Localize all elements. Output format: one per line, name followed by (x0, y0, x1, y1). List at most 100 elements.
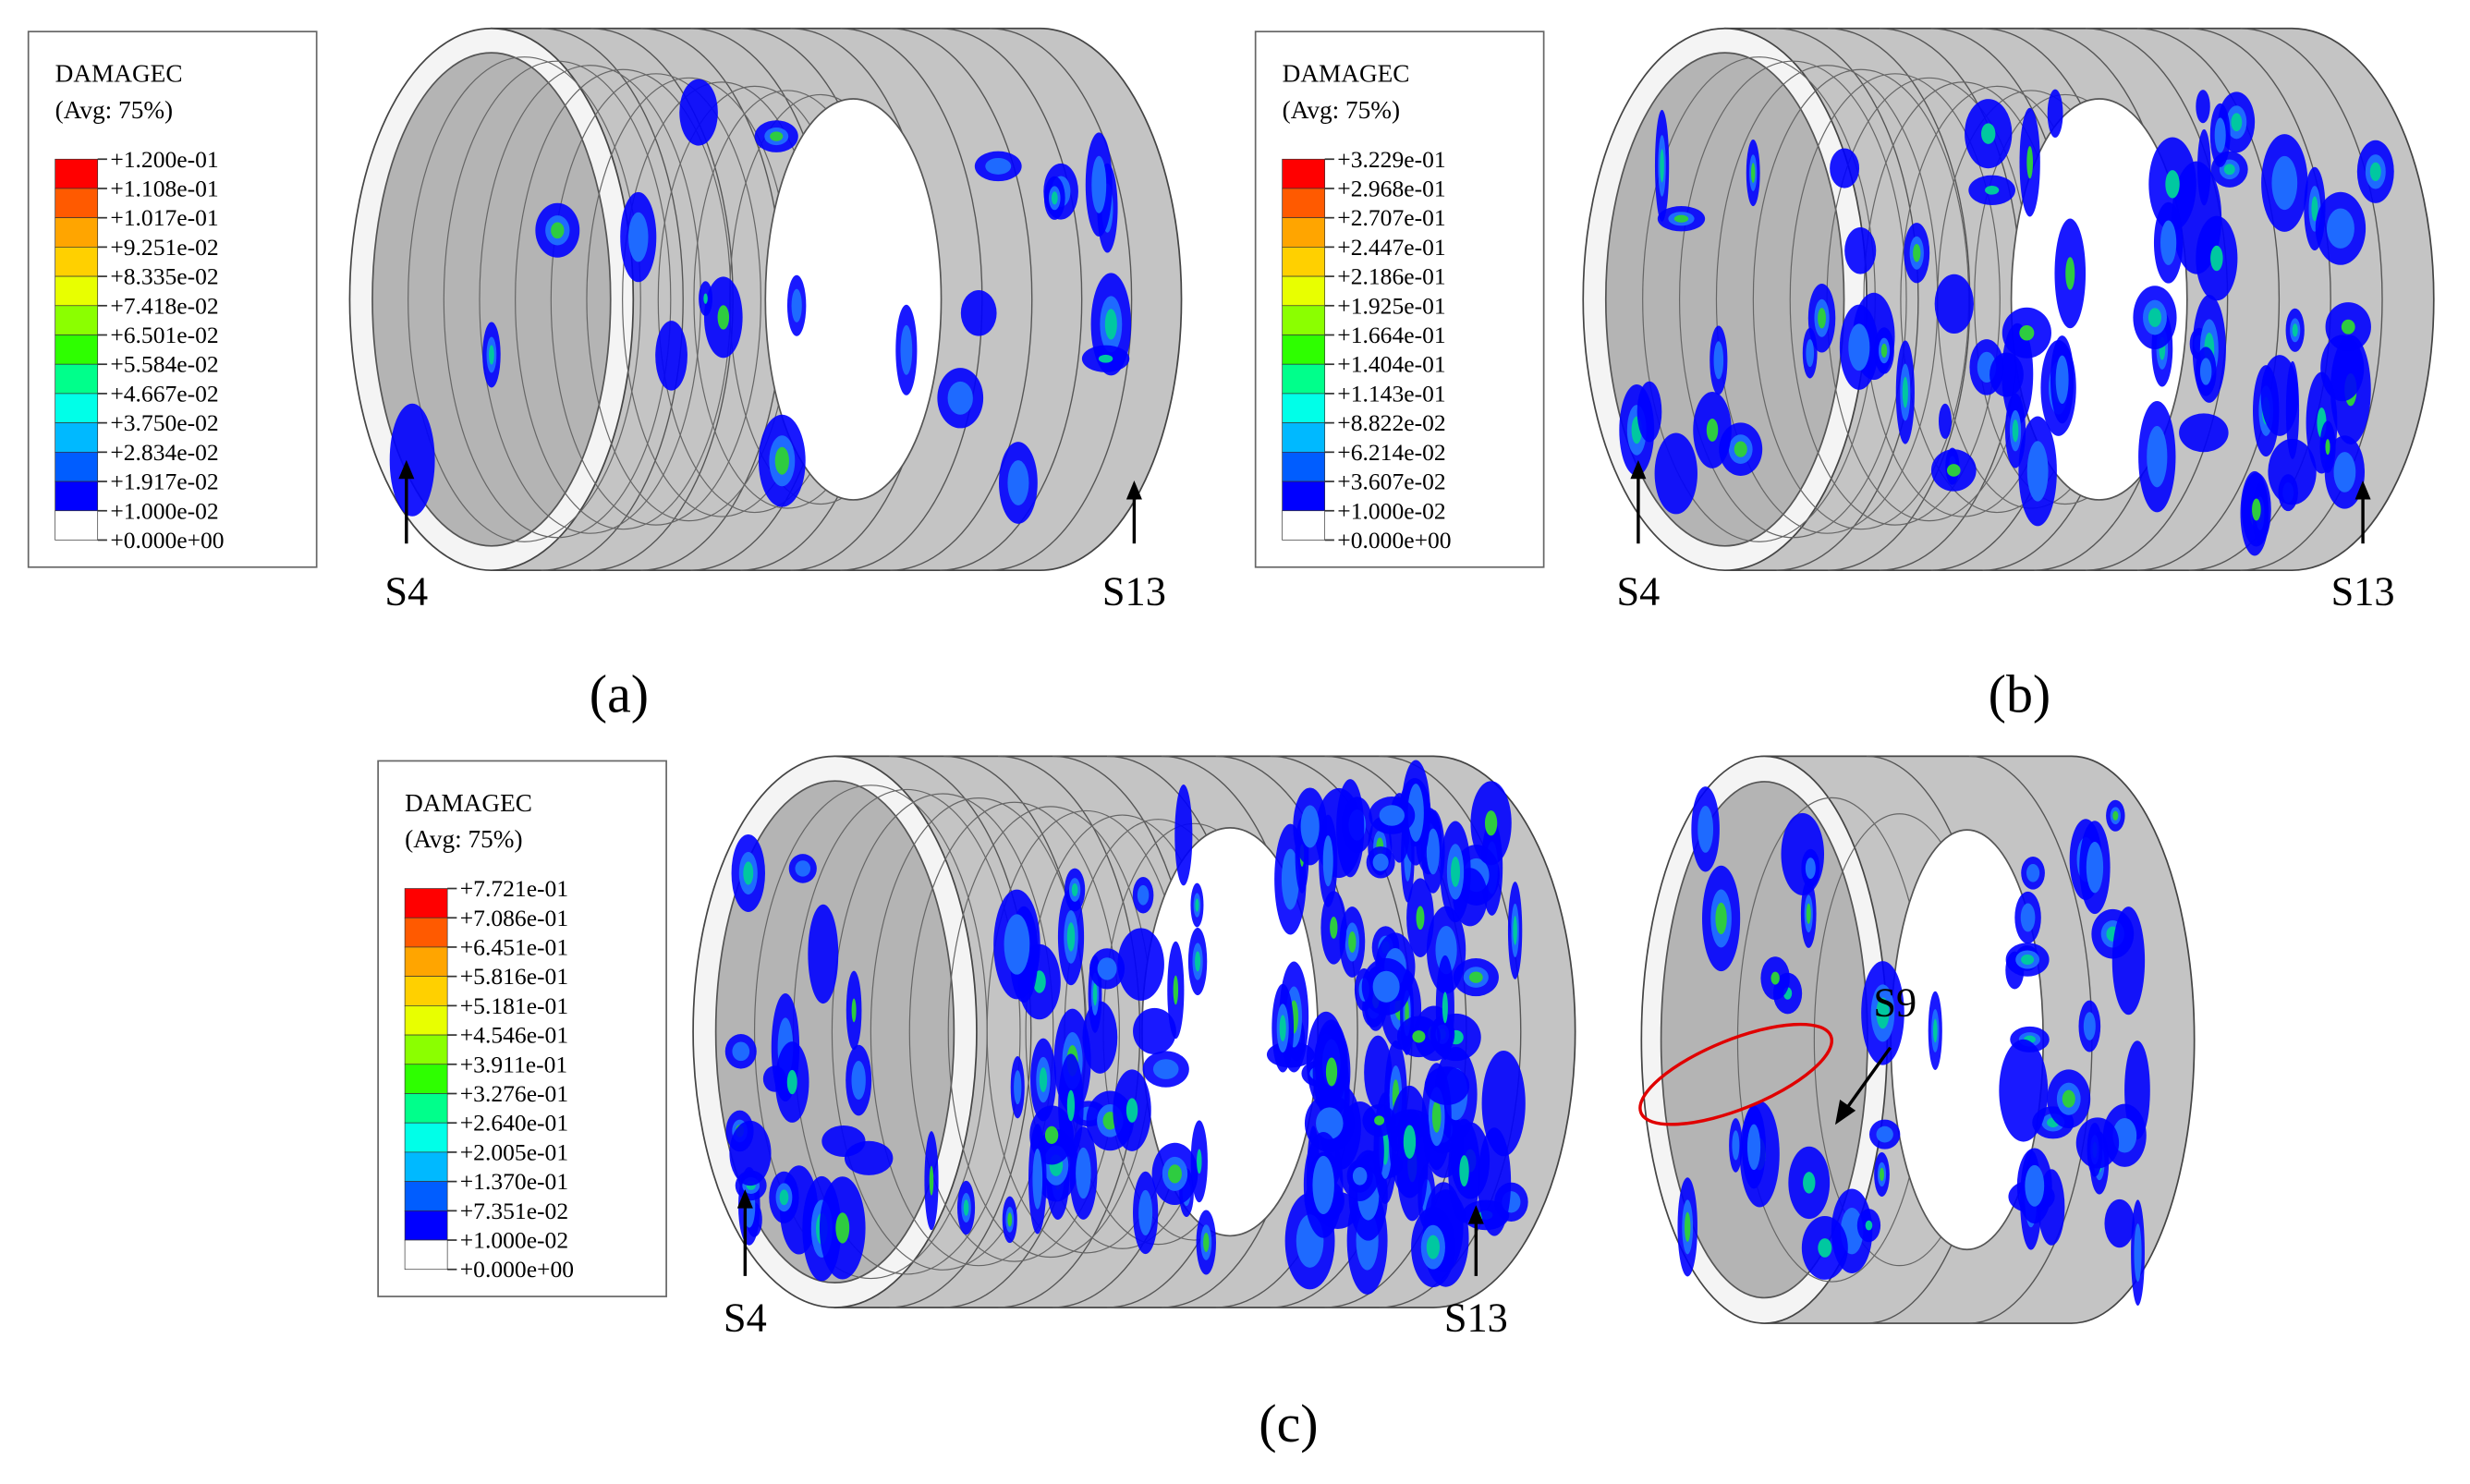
legend-band (404, 888, 448, 918)
legend-label: +0.000e+00 (110, 527, 224, 553)
damage-blob (1803, 1172, 1816, 1194)
legend-band (404, 1151, 448, 1182)
damage-blob (947, 381, 973, 415)
damage-blob (2210, 245, 2223, 272)
interior (371, 52, 612, 547)
damage-blob (2179, 413, 2229, 453)
section-label: S4 (1617, 569, 1661, 614)
damage-blob (1168, 1164, 1182, 1184)
damage-blob (2086, 841, 2104, 894)
cylinder (348, 27, 1183, 572)
damage-blob (1451, 856, 1461, 887)
damage-blob (1844, 226, 1877, 274)
damage-blob (1818, 1238, 1832, 1258)
legend-label: +1.017e-01 (110, 204, 218, 231)
damage-blob (1770, 971, 1780, 985)
segment-line (2086, 28, 2229, 571)
legend-label: +3.276e-01 (460, 1080, 568, 1107)
legend-band (1282, 305, 1326, 335)
damage-blob (1076, 1147, 1091, 1199)
damage-blob (1459, 1155, 1469, 1186)
legend-band (55, 393, 99, 423)
damage-blob (2199, 358, 2212, 385)
damage-blob (985, 157, 1012, 175)
damage-blob (1848, 323, 1870, 371)
legend-band (55, 305, 99, 335)
damage-blob (1484, 810, 1498, 836)
damage-blob (1152, 1059, 1179, 1079)
arrow-head (1125, 480, 1142, 500)
damage-blob (1746, 1124, 1761, 1171)
damage-blob (774, 446, 789, 475)
legend-band (404, 1239, 448, 1271)
damage-blob (2160, 220, 2177, 265)
damage-blob (717, 305, 730, 330)
legend-label: +2.186e-01 (1337, 263, 1445, 290)
damage-blob (1044, 1125, 1059, 1145)
damage-blob (2047, 89, 2063, 138)
legend-band (1282, 422, 1326, 453)
legend-label: +7.086e-01 (460, 905, 568, 931)
damage-blob (1407, 784, 1424, 842)
damage-blob (1781, 812, 1825, 895)
damage-blob (1442, 991, 1448, 1024)
damage-blob (1091, 155, 1107, 213)
legend-band (1282, 480, 1326, 512)
legend-band (404, 1005, 448, 1036)
legend-label: +5.816e-01 (460, 963, 568, 990)
damage-blob (1830, 148, 1860, 189)
damage-blob (1713, 341, 1724, 380)
damage-blob (2065, 257, 2075, 290)
damage-blob (2025, 1164, 2045, 1207)
damage-blob (1426, 828, 1440, 875)
interior (714, 780, 955, 1283)
damage-blob (1097, 957, 1117, 980)
damage-blob (808, 904, 839, 1004)
damage-blob (1138, 1189, 1153, 1236)
damage-blob (844, 1140, 894, 1175)
segment-line (1776, 28, 1919, 571)
legend-label: +1.925e-01 (1337, 292, 1445, 319)
damage-blob (1806, 339, 1815, 368)
panel-letter: (a) (590, 664, 649, 724)
damage-blob (1117, 928, 1164, 1001)
legend-label: +1.917e-02 (110, 468, 218, 495)
section-label: S9 (1873, 980, 1916, 1026)
damage-blob (1004, 914, 1030, 975)
damage-blob (1913, 243, 1921, 262)
damage-blob (1946, 464, 1961, 477)
arrow-head (2354, 480, 2371, 500)
damage-blob (2147, 426, 2168, 488)
legend-band (404, 1181, 448, 1211)
damage-blob (1281, 848, 1299, 910)
panel-letter: (c) (1259, 1393, 1318, 1454)
legend-label: +1.404e-01 (1337, 351, 1445, 378)
damage-blob (1330, 916, 1338, 939)
damage-blob (2325, 439, 2330, 456)
legend-band (55, 451, 99, 482)
legend-label: +1.000e-02 (1337, 497, 1445, 524)
legend-label: +2.968e-01 (1337, 175, 1445, 201)
damage-blob (1336, 779, 1365, 878)
legend-band (1282, 217, 1326, 248)
inner-joint (443, 60, 672, 539)
damage-blob (1137, 884, 1150, 906)
far-opening (764, 98, 943, 501)
legend-band (1282, 363, 1326, 395)
section-label: S13 (2331, 569, 2395, 614)
legend-label: +7.418e-02 (110, 292, 218, 319)
damage-blob (2021, 955, 2035, 965)
damage-blob (851, 1060, 866, 1101)
damage-blob (1732, 1130, 1740, 1161)
damage-blob (1379, 805, 1405, 826)
damage-blob (1066, 922, 1076, 952)
legend-band (55, 335, 99, 365)
damage-blob (1818, 308, 1826, 329)
inner-joint (831, 793, 1054, 1271)
legend-label: +7.721e-01 (460, 875, 568, 902)
legend-label: +1.108e-01 (110, 175, 218, 201)
legend-title: DAMAGEC (1283, 60, 1410, 88)
legend-band (1282, 247, 1326, 277)
damage-blob (1715, 902, 1727, 935)
